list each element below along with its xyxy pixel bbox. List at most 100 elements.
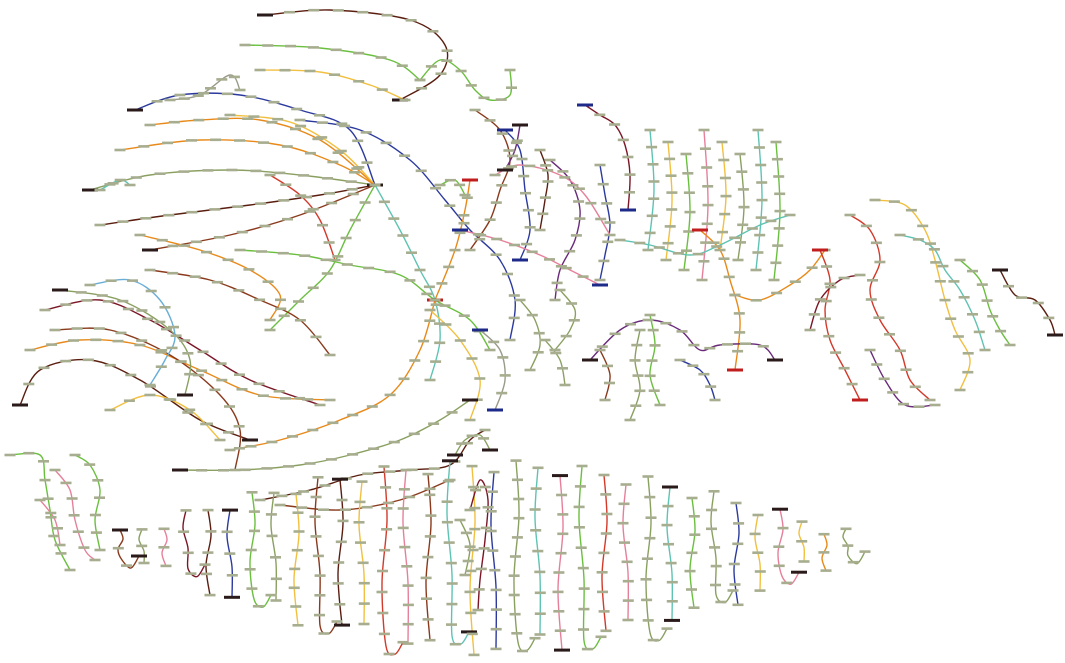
metabolite-node <box>264 318 276 322</box>
metabolite-node <box>729 293 741 297</box>
metabolite-node <box>648 180 660 183</box>
metabolite-node <box>647 328 659 332</box>
metabolite-node <box>770 261 782 265</box>
metabolite-node <box>734 152 746 156</box>
metabolite-node <box>422 618 434 621</box>
metabolite-node <box>644 128 656 132</box>
pathway-edge <box>89 169 376 191</box>
metabolite-node <box>466 357 478 360</box>
metabolite-node <box>442 479 454 483</box>
metabolite-node <box>557 367 568 370</box>
metabolite-node <box>360 131 372 134</box>
metabolite-node <box>513 497 525 501</box>
metabolite-node <box>617 138 629 142</box>
metabolite-node <box>830 351 842 354</box>
metabolite-node <box>559 176 571 179</box>
metabolite-node <box>161 327 172 331</box>
metabolite-node <box>496 184 508 187</box>
metabolite-node <box>819 317 831 321</box>
metabolite-node <box>728 562 740 566</box>
metabolite-node <box>513 516 525 520</box>
metabolite-node <box>478 437 490 440</box>
metabolite-node <box>178 170 190 173</box>
metabolite-node <box>397 640 409 644</box>
metabolite-node <box>646 145 658 149</box>
metabolite-node <box>596 571 608 574</box>
metabolite-node <box>507 154 519 158</box>
metabolite-node <box>229 468 241 472</box>
metabolite-node <box>359 201 371 204</box>
metabolite-node <box>292 624 304 627</box>
metabolite-node <box>622 618 634 622</box>
metabolite-node <box>917 224 929 228</box>
metabolite-node <box>692 252 704 256</box>
metabolite-node <box>167 271 179 275</box>
metabolite-node <box>285 44 297 48</box>
metabolite-node <box>224 448 236 452</box>
metabolite-node <box>356 480 368 483</box>
metabolite-node <box>469 527 481 531</box>
metabolite-node <box>145 385 156 388</box>
metabolite-node <box>90 338 102 342</box>
metabolite-node <box>578 607 590 611</box>
metabolite-node <box>264 173 276 177</box>
metabolite-node <box>177 393 193 397</box>
metabolite-node <box>749 532 761 536</box>
metabolite-node <box>622 599 634 602</box>
metabolite-node <box>249 529 260 533</box>
metabolite-node <box>144 123 156 127</box>
metabolite-node <box>357 561 369 565</box>
metabolite-node <box>768 278 780 282</box>
metabolite-node <box>874 260 886 264</box>
metabolite-node <box>521 242 533 246</box>
metabolite-node <box>358 602 370 605</box>
metabolite-node <box>502 272 513 276</box>
metabolite-node <box>821 265 833 268</box>
metabolite-node <box>597 182 609 186</box>
pathway-edge <box>959 259 1011 346</box>
metabolite-node <box>622 579 634 583</box>
metabolite-node <box>594 163 606 167</box>
metabolite-node <box>283 10 295 14</box>
metabolite-node <box>752 251 764 254</box>
metabolite-node <box>459 193 471 197</box>
metabolite-node <box>317 223 328 227</box>
metabolite-node <box>468 653 480 657</box>
metabolite-node <box>740 342 751 345</box>
metabolite-node <box>518 174 530 178</box>
pathway-edge <box>469 479 489 611</box>
metabolite-node <box>537 212 549 216</box>
metabolite-node <box>239 468 251 472</box>
metabolite-node <box>698 128 710 132</box>
metabolite-node <box>400 468 412 472</box>
pathway-edge <box>270 492 278 602</box>
metabolite-node <box>117 220 129 223</box>
metabolite-node <box>228 75 240 79</box>
pathway-edge <box>19 358 251 441</box>
metabolite-node <box>644 374 656 378</box>
metabolite-node <box>464 248 476 252</box>
metabolite-node <box>193 118 205 122</box>
metabolite-node <box>245 548 257 552</box>
metabolite-node <box>172 468 188 472</box>
metabolite-node <box>663 542 674 546</box>
metabolite-node <box>508 593 520 597</box>
metabolite-node <box>684 210 696 214</box>
metabolite-node <box>478 96 490 100</box>
metabolite-node <box>692 228 708 232</box>
metabolite-node <box>112 339 124 343</box>
metabolite-node <box>289 567 301 571</box>
metabolite-node <box>706 527 717 531</box>
metabolite-node <box>200 422 212 426</box>
metabolite-node <box>534 612 546 615</box>
metabolite-node <box>294 396 306 400</box>
metabolite-node <box>752 551 764 554</box>
metabolite-node <box>12 403 28 407</box>
metabolite-node <box>948 280 960 283</box>
metabolite-node <box>534 633 546 636</box>
metabolite-node <box>48 534 60 538</box>
metabolite-node <box>475 567 487 571</box>
metabolite-node <box>388 440 400 444</box>
metabolite-node <box>258 141 270 144</box>
metabolite-node <box>621 560 633 564</box>
